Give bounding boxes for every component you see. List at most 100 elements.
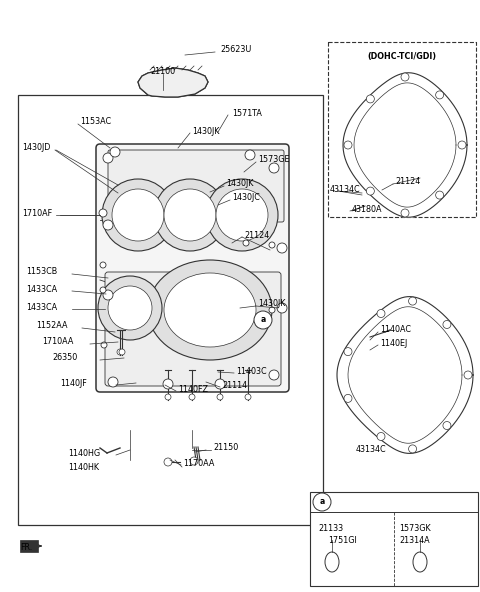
- Circle shape: [117, 349, 123, 355]
- Circle shape: [408, 297, 417, 305]
- Circle shape: [99, 209, 107, 217]
- Circle shape: [436, 91, 444, 99]
- Circle shape: [206, 179, 278, 251]
- Text: 1140HG: 1140HG: [68, 449, 100, 458]
- Text: 1571TA: 1571TA: [232, 108, 262, 117]
- Circle shape: [108, 286, 152, 330]
- FancyBboxPatch shape: [96, 144, 289, 392]
- Text: a: a: [260, 316, 265, 324]
- Polygon shape: [343, 73, 467, 217]
- Circle shape: [103, 153, 113, 163]
- Circle shape: [344, 141, 352, 149]
- Circle shape: [366, 187, 374, 195]
- Text: a: a: [319, 497, 324, 507]
- Text: 43134C: 43134C: [356, 446, 386, 455]
- Circle shape: [344, 348, 352, 356]
- Circle shape: [443, 320, 451, 329]
- Circle shape: [269, 370, 279, 380]
- Circle shape: [458, 141, 466, 149]
- FancyBboxPatch shape: [108, 150, 284, 222]
- Bar: [310, 492, 478, 586]
- Circle shape: [277, 303, 287, 313]
- Circle shape: [245, 150, 255, 160]
- Circle shape: [98, 276, 162, 340]
- Circle shape: [103, 290, 113, 300]
- Ellipse shape: [325, 552, 339, 572]
- Text: 1430JC: 1430JC: [232, 194, 260, 202]
- Circle shape: [377, 310, 385, 317]
- Bar: [328, 42, 476, 217]
- Text: 1710AF: 1710AF: [22, 208, 52, 217]
- Circle shape: [401, 209, 409, 217]
- Text: 1140HK: 1140HK: [68, 462, 99, 471]
- Text: 21124: 21124: [395, 178, 420, 186]
- Circle shape: [269, 163, 279, 173]
- Text: 1152AA: 1152AA: [36, 321, 68, 330]
- Circle shape: [164, 189, 216, 241]
- Ellipse shape: [148, 260, 272, 360]
- Text: FR.: FR.: [20, 543, 32, 552]
- Text: 1170AA: 1170AA: [183, 458, 215, 468]
- Circle shape: [443, 422, 451, 430]
- Bar: [18, 95, 323, 525]
- Text: 21133: 21133: [318, 524, 343, 533]
- Circle shape: [165, 394, 171, 400]
- Circle shape: [313, 493, 331, 511]
- Text: 1430JK: 1430JK: [258, 300, 286, 308]
- Circle shape: [401, 73, 409, 81]
- Text: 21150: 21150: [213, 443, 238, 452]
- Circle shape: [243, 240, 249, 246]
- FancyBboxPatch shape: [105, 272, 281, 386]
- Text: 1433CA: 1433CA: [26, 285, 57, 294]
- Circle shape: [100, 262, 106, 268]
- Text: 1430JK: 1430JK: [226, 179, 253, 188]
- Text: 1140JF: 1140JF: [60, 378, 87, 388]
- Text: 43134C: 43134C: [330, 185, 360, 194]
- Text: 1751GI: 1751GI: [328, 536, 357, 545]
- Text: 1140FZ: 1140FZ: [178, 384, 208, 394]
- Circle shape: [110, 147, 120, 157]
- Circle shape: [254, 311, 272, 329]
- Text: (DOHC-TCI/GDI): (DOHC-TCI/GDI): [367, 52, 437, 60]
- Circle shape: [216, 189, 268, 241]
- Text: 25623U: 25623U: [220, 46, 252, 54]
- Text: 1430JK: 1430JK: [192, 127, 219, 136]
- Polygon shape: [337, 297, 473, 453]
- Circle shape: [245, 394, 251, 400]
- Circle shape: [119, 349, 125, 355]
- Circle shape: [464, 371, 472, 379]
- Circle shape: [154, 179, 226, 251]
- Circle shape: [344, 394, 352, 403]
- Circle shape: [108, 377, 118, 387]
- Polygon shape: [138, 68, 208, 97]
- Circle shape: [217, 394, 223, 400]
- Text: 1153AC: 1153AC: [80, 117, 111, 127]
- Circle shape: [215, 379, 225, 389]
- Text: 1433CA: 1433CA: [26, 303, 57, 311]
- Text: 21314A: 21314A: [399, 536, 430, 545]
- Circle shape: [436, 191, 444, 199]
- Text: 43180A: 43180A: [352, 204, 383, 214]
- Circle shape: [101, 342, 107, 348]
- Text: 21114: 21114: [222, 381, 247, 390]
- Text: 1573GK: 1573GK: [399, 524, 431, 533]
- Circle shape: [269, 307, 275, 313]
- Circle shape: [269, 242, 275, 248]
- Circle shape: [277, 243, 287, 253]
- Circle shape: [103, 220, 113, 230]
- Circle shape: [100, 287, 106, 293]
- Circle shape: [377, 433, 385, 440]
- Circle shape: [164, 458, 172, 466]
- Text: 1573GE: 1573GE: [258, 156, 289, 165]
- Circle shape: [189, 394, 195, 400]
- Text: 21100: 21100: [150, 67, 176, 76]
- Circle shape: [102, 179, 174, 251]
- Text: 26350: 26350: [52, 353, 77, 362]
- Circle shape: [408, 445, 417, 453]
- Circle shape: [366, 95, 374, 103]
- Circle shape: [163, 379, 173, 389]
- Circle shape: [112, 189, 164, 241]
- Bar: [20, 540, 38, 552]
- Ellipse shape: [413, 552, 427, 572]
- Text: 11403C: 11403C: [236, 366, 266, 375]
